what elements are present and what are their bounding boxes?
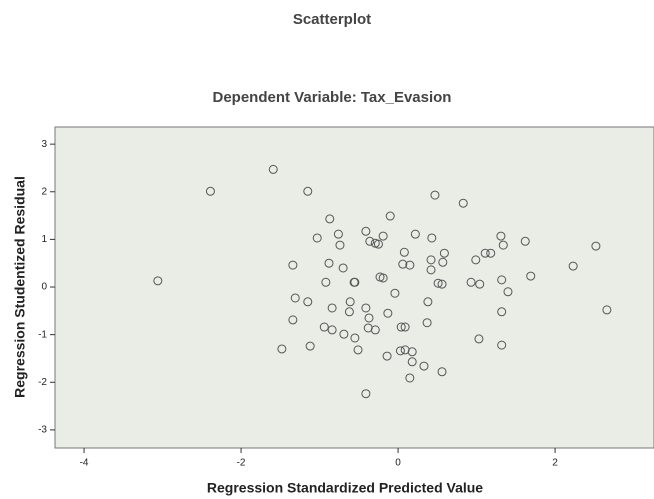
- x-tick-label: -4: [80, 458, 89, 469]
- y-tick-label: 0: [41, 282, 47, 293]
- chart-subtitle: Dependent Variable: Tax_Evasion: [213, 89, 452, 106]
- y-tick-label: 1: [41, 234, 47, 245]
- x-axis-title: Regression Standardized Predicted Value: [207, 480, 483, 496]
- y-tick-label: 3: [41, 139, 47, 150]
- chart: Scatterplot Dependent Variable: Tax_Evas…: [0, 0, 654, 499]
- y-tick-label: 2: [41, 186, 47, 197]
- x-tick-label: 2: [552, 458, 558, 469]
- plot-area: [55, 127, 654, 448]
- x-tick-label: -2: [237, 458, 246, 469]
- chart-title: Scatterplot: [293, 11, 371, 28]
- y-tick-label: -1: [38, 329, 47, 340]
- y-axis-title: Regression Studentized Residual: [12, 176, 28, 398]
- y-tick-label: -3: [38, 425, 47, 436]
- x-tick-label: 0: [395, 458, 401, 469]
- y-tick-label: -2: [38, 377, 47, 388]
